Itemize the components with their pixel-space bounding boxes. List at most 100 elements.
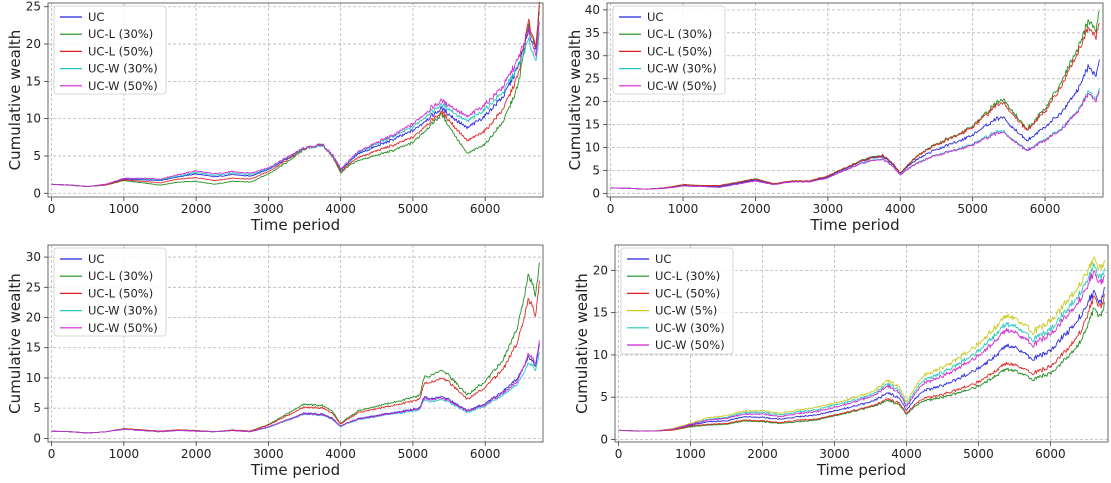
x-tick-label: 2000 (181, 447, 212, 461)
legend-label: UC (88, 10, 104, 24)
legend-box (53, 5, 167, 95)
legend-label: UC-L (30%) (88, 269, 153, 283)
y-tick-label: 0 (33, 431, 41, 445)
x-tick-label: 5000 (963, 447, 994, 461)
series-line (618, 286, 1105, 432)
chart-panel-bottom-left: 0 1000 2000 3000 4000 5000 6000 0 5 10 15 20 25 30 Tim… (6, 244, 544, 479)
x-tick-label: 4000 (325, 202, 356, 216)
x-tick-label: 6000 (470, 202, 501, 216)
x-tick-label: 6000 (470, 447, 501, 461)
plot-frame (47, 244, 544, 443)
x-tick-label: 1000 (675, 447, 706, 461)
x-tick-label: 2000 (181, 202, 212, 216)
x-tick-label: 3000 (813, 202, 844, 216)
y-tick-label: 20 (593, 263, 608, 277)
legend-label: UC-W (30%) (88, 62, 158, 76)
plot-frame (47, 2, 544, 198)
y-tick-label: 35 (585, 26, 600, 40)
x-tick-label: 5000 (957, 202, 988, 216)
x-tick-label: 2000 (747, 447, 778, 461)
legend-label: UC-W (30%) (647, 62, 717, 76)
y-tick-label: 0 (33, 186, 41, 200)
y-tick-label: 25 (26, 280, 41, 294)
series-line (51, 343, 540, 434)
legend-box (612, 5, 726, 95)
x-tick-label: 2000 (740, 202, 771, 216)
legend-label: UC-W (30%) (655, 321, 725, 335)
y-tick-label: 5 (600, 390, 608, 404)
y-tick-label: 20 (26, 37, 41, 51)
x-tick-label: 4000 (891, 447, 922, 461)
series-line (51, 1, 540, 188)
x-tick-label: 6000 (1030, 202, 1061, 216)
legend-label: UC-W (5%) (655, 304, 717, 318)
series-line (51, 5, 540, 188)
x-tick-label: 0 (48, 202, 56, 216)
y-axis-label: Cumulative wealth (6, 30, 24, 171)
plot-frame (606, 2, 1104, 198)
x-tick-label: 1000 (109, 202, 140, 216)
series-line (618, 293, 1105, 432)
x-tick-label: 1000 (109, 447, 140, 461)
series-line (610, 87, 1100, 190)
y-tick-label: 40 (585, 3, 600, 17)
legend-box (53, 247, 167, 337)
chart-panel-top-left: 0 1000 2000 3000 4000 5000 6000 0 5 10 15 20 25 Time … (6, 0, 544, 234)
y-tick-label: 30 (26, 250, 41, 264)
series-line (51, 340, 540, 434)
y-tick-label: 0 (592, 186, 600, 200)
y-tick-label: 5 (33, 149, 41, 163)
legend-label: UC-L (30%) (655, 269, 720, 283)
x-tick-label: 3000 (253, 447, 284, 461)
chart-panel-bottom-right: 0 1000 2000 3000 4000 5000 6000 0 5 10 15 20 Time pe… (573, 244, 1109, 479)
y-tick-label: 25 (585, 72, 600, 86)
legend-label: UC-L (50%) (655, 286, 720, 300)
plot-frame (614, 244, 1109, 443)
series-line (51, 352, 540, 434)
x-axis-label: Time period (816, 461, 906, 479)
legend-label: UC (647, 10, 663, 24)
y-tick-label: 15 (593, 306, 608, 320)
y-tick-label: 0 (600, 432, 608, 446)
y-tick-label: 5 (33, 401, 41, 415)
y-tick-label: 10 (593, 348, 608, 362)
x-tick-label: 0 (48, 447, 56, 461)
y-tick-label: 15 (585, 118, 600, 132)
legend-label: UC-W (50%) (88, 321, 158, 335)
x-tick-label: 5000 (398, 202, 429, 216)
x-tick-label: 0 (615, 447, 623, 461)
series-line (51, 21, 540, 188)
legend-label: UC-L (50%) (88, 286, 153, 300)
series-line (618, 301, 1105, 432)
x-tick-label: 6000 (1035, 447, 1066, 461)
x-tick-label: 4000 (325, 447, 356, 461)
x-tick-label: 3000 (819, 447, 850, 461)
y-tick-label: 30 (585, 49, 600, 63)
x-axis-label: Time period (250, 216, 340, 234)
series-line (610, 90, 1100, 190)
legend-label: UC-W (50%) (647, 79, 717, 93)
y-axis-label: Cumulative wealth (566, 30, 584, 171)
legend-label: UC-L (30%) (647, 27, 712, 41)
y-axis-label: Cumulative wealth (6, 273, 24, 414)
x-tick-label: 5000 (398, 447, 429, 461)
x-tick-label: 1000 (668, 202, 699, 216)
y-tick-label: 15 (26, 341, 41, 355)
series-line (610, 22, 1100, 190)
legend-label: UC (88, 252, 104, 266)
legend-label: UC (655, 252, 671, 266)
x-tick-label: 3000 (253, 202, 284, 216)
y-tick-label: 10 (26, 371, 41, 385)
x-axis-label: Time period (250, 461, 340, 479)
x-tick-label: 0 (607, 202, 615, 216)
legend-label: UC-L (50%) (88, 44, 153, 58)
series-line (51, 280, 540, 434)
y-tick-label: 10 (585, 140, 600, 154)
series-line (618, 270, 1105, 432)
y-tick-label: 5 (592, 163, 600, 177)
y-tick-label: 10 (26, 112, 41, 126)
legend-label: UC-W (50%) (88, 79, 158, 93)
y-tick-label: 25 (26, 0, 41, 14)
x-axis-label: Time period (809, 216, 899, 234)
